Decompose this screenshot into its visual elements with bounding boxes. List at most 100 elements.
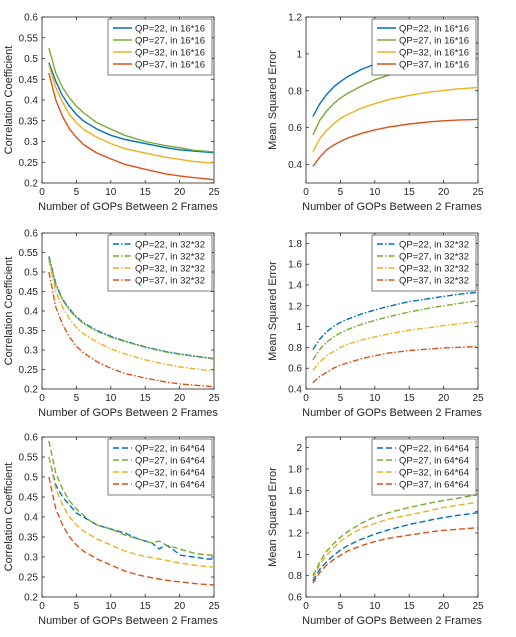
legend-label: QP=22, in 64*64 bbox=[135, 444, 205, 455]
y-tick-label: 0.25 bbox=[19, 573, 39, 584]
x-tick-label: 0 bbox=[39, 393, 45, 404]
legend-label: QP=37, in 64*64 bbox=[399, 480, 469, 491]
x-tick-label: 0 bbox=[303, 601, 309, 612]
series-line-2 bbox=[48, 258, 215, 360]
y-tick-label: 0.45 bbox=[19, 493, 39, 504]
legend-label: QP=32, in 32*32 bbox=[399, 264, 469, 275]
y-tick-label: 1.4 bbox=[288, 281, 302, 292]
y-tick-label: 0.4 bbox=[24, 307, 38, 318]
legend-label: QP=22, in 64*64 bbox=[399, 444, 469, 455]
chart-panel-1: 0 5 10 15 20 25 0.2 0.25 0.3 0.35 0.4 0.45 0.5 0.55 0.… bbox=[3, 13, 220, 214]
x-tick-label: 0 bbox=[39, 601, 45, 612]
chart-panel-6: 0 5 10 15 20 25 0.6 0.8 1 1.2 1.4 1.6 1.8 2 Number of … bbox=[267, 436, 484, 627]
x-tick-label: 15 bbox=[140, 393, 152, 404]
y-tick-label: 0.5 bbox=[24, 473, 38, 484]
x-tick-label: 20 bbox=[174, 393, 186, 404]
series-line-3 bbox=[312, 86, 479, 152]
x-axis-label: Number of GOPs Between 2 Frames bbox=[38, 201, 218, 213]
legend-box bbox=[371, 438, 477, 496]
x-tick-label: 20 bbox=[438, 601, 450, 612]
y-tick-label: 0.45 bbox=[19, 287, 39, 298]
x-axis-label: Number of GOPs Between 2 Frames bbox=[302, 407, 482, 419]
y-tick-label: 1.8 bbox=[288, 239, 302, 250]
legend-label: QP=37, in 32*32 bbox=[135, 276, 205, 287]
x-tick-label: 15 bbox=[404, 187, 416, 198]
x-tick-label: 25 bbox=[472, 393, 484, 404]
y-tick-label: 0.35 bbox=[19, 533, 39, 544]
x-tick-label: 25 bbox=[472, 187, 484, 198]
chart-panel-2: 0 5 10 15 20 25 0.4 0.6 0.8 1 1.2 Number of GOPs Be… bbox=[267, 13, 484, 214]
series-line-4 bbox=[312, 345, 479, 384]
x-tick-label: 5 bbox=[338, 187, 344, 198]
legend-label: QP=27, in 32*32 bbox=[135, 252, 205, 263]
x-tick-label: 25 bbox=[208, 601, 220, 612]
y-tick-label: 0.8 bbox=[288, 571, 302, 582]
series-line-4 bbox=[312, 527, 479, 584]
legend-label: QP=27, in 64*64 bbox=[399, 456, 469, 467]
y-tick-label: 0.5 bbox=[24, 268, 38, 279]
series-line-2 bbox=[312, 493, 479, 577]
y-tick-label: 0.8 bbox=[288, 86, 302, 97]
x-tick-label: 15 bbox=[404, 601, 416, 612]
legend-label: QP=27, in 16*16 bbox=[399, 36, 469, 47]
y-tick-label: 0.55 bbox=[19, 453, 39, 464]
x-tick-label: 5 bbox=[338, 393, 344, 404]
series-line-2 bbox=[48, 47, 215, 153]
x-tick-label: 20 bbox=[174, 601, 186, 612]
x-tick-label: 20 bbox=[438, 393, 450, 404]
y-axis-label: Mean Squared Error bbox=[267, 467, 279, 567]
x-tick-label: 5 bbox=[74, 393, 80, 404]
x-tick-label: 15 bbox=[140, 187, 152, 198]
x-axis-label: Number of GOPs Between 2 Frames bbox=[38, 407, 218, 419]
x-tick-label: 0 bbox=[303, 393, 309, 404]
y-tick-label: 0.2 bbox=[24, 179, 38, 190]
series-line-1 bbox=[312, 512, 479, 582]
y-tick-label: 1.6 bbox=[288, 260, 302, 271]
y-tick-label: 1.6 bbox=[288, 486, 302, 497]
legend-label: QP=32, in 16*16 bbox=[399, 48, 469, 59]
y-tick-label: 0.4 bbox=[288, 385, 302, 396]
series-line-4 bbox=[48, 271, 215, 388]
x-tick-label: 25 bbox=[208, 187, 220, 198]
y-tick-label: 0.6 bbox=[24, 433, 38, 444]
series-line-2 bbox=[48, 440, 214, 556]
x-tick-label: 20 bbox=[438, 187, 450, 198]
legend-label: QP=22, in 32*32 bbox=[135, 240, 205, 251]
y-tick-label: 0.6 bbox=[288, 593, 302, 604]
y-axis-label: Correlation Coefficient bbox=[3, 46, 15, 155]
x-tick-label: 15 bbox=[404, 393, 416, 404]
y-tick-label: 0.4 bbox=[24, 513, 38, 524]
x-axis-label: Number of GOPs Between 2 Frames bbox=[302, 201, 482, 213]
y-tick-label: 1.2 bbox=[288, 529, 302, 540]
y-tick-label: 0.4 bbox=[24, 96, 38, 107]
y-tick-label: 1.2 bbox=[288, 13, 302, 24]
legend-label: QP=32, in 64*64 bbox=[399, 468, 469, 479]
series-line-4 bbox=[48, 72, 215, 181]
legend-label: QP=22, in 32*32 bbox=[399, 240, 469, 251]
x-tick-label: 5 bbox=[74, 601, 80, 612]
y-tick-label: 0.2 bbox=[24, 385, 38, 396]
series-line-3 bbox=[48, 456, 215, 568]
y-tick-label: 0.35 bbox=[19, 116, 39, 127]
legend-label: QP=32, in 32*32 bbox=[135, 264, 205, 275]
legend-label: QP=37, in 64*64 bbox=[135, 480, 205, 491]
legend-label: QP=37, in 16*16 bbox=[135, 60, 205, 71]
legend-label: QP=27, in 64*64 bbox=[135, 456, 205, 467]
x-tick-label: 0 bbox=[39, 187, 45, 198]
y-tick-label: 1.4 bbox=[288, 507, 302, 518]
x-tick-label: 25 bbox=[208, 393, 220, 404]
series-line-3 bbox=[48, 260, 215, 372]
y-tick-label: 1 bbox=[296, 49, 302, 60]
x-tick-label: 20 bbox=[174, 187, 186, 198]
y-tick-label: 0.35 bbox=[19, 326, 39, 337]
y-tick-label: 0.6 bbox=[288, 364, 302, 375]
legend-label: QP=37, in 16*16 bbox=[399, 60, 469, 71]
y-tick-label: 0.4 bbox=[288, 160, 302, 171]
legend-label: QP=32, in 64*64 bbox=[135, 468, 205, 479]
y-tick-label: 1.2 bbox=[288, 301, 302, 312]
